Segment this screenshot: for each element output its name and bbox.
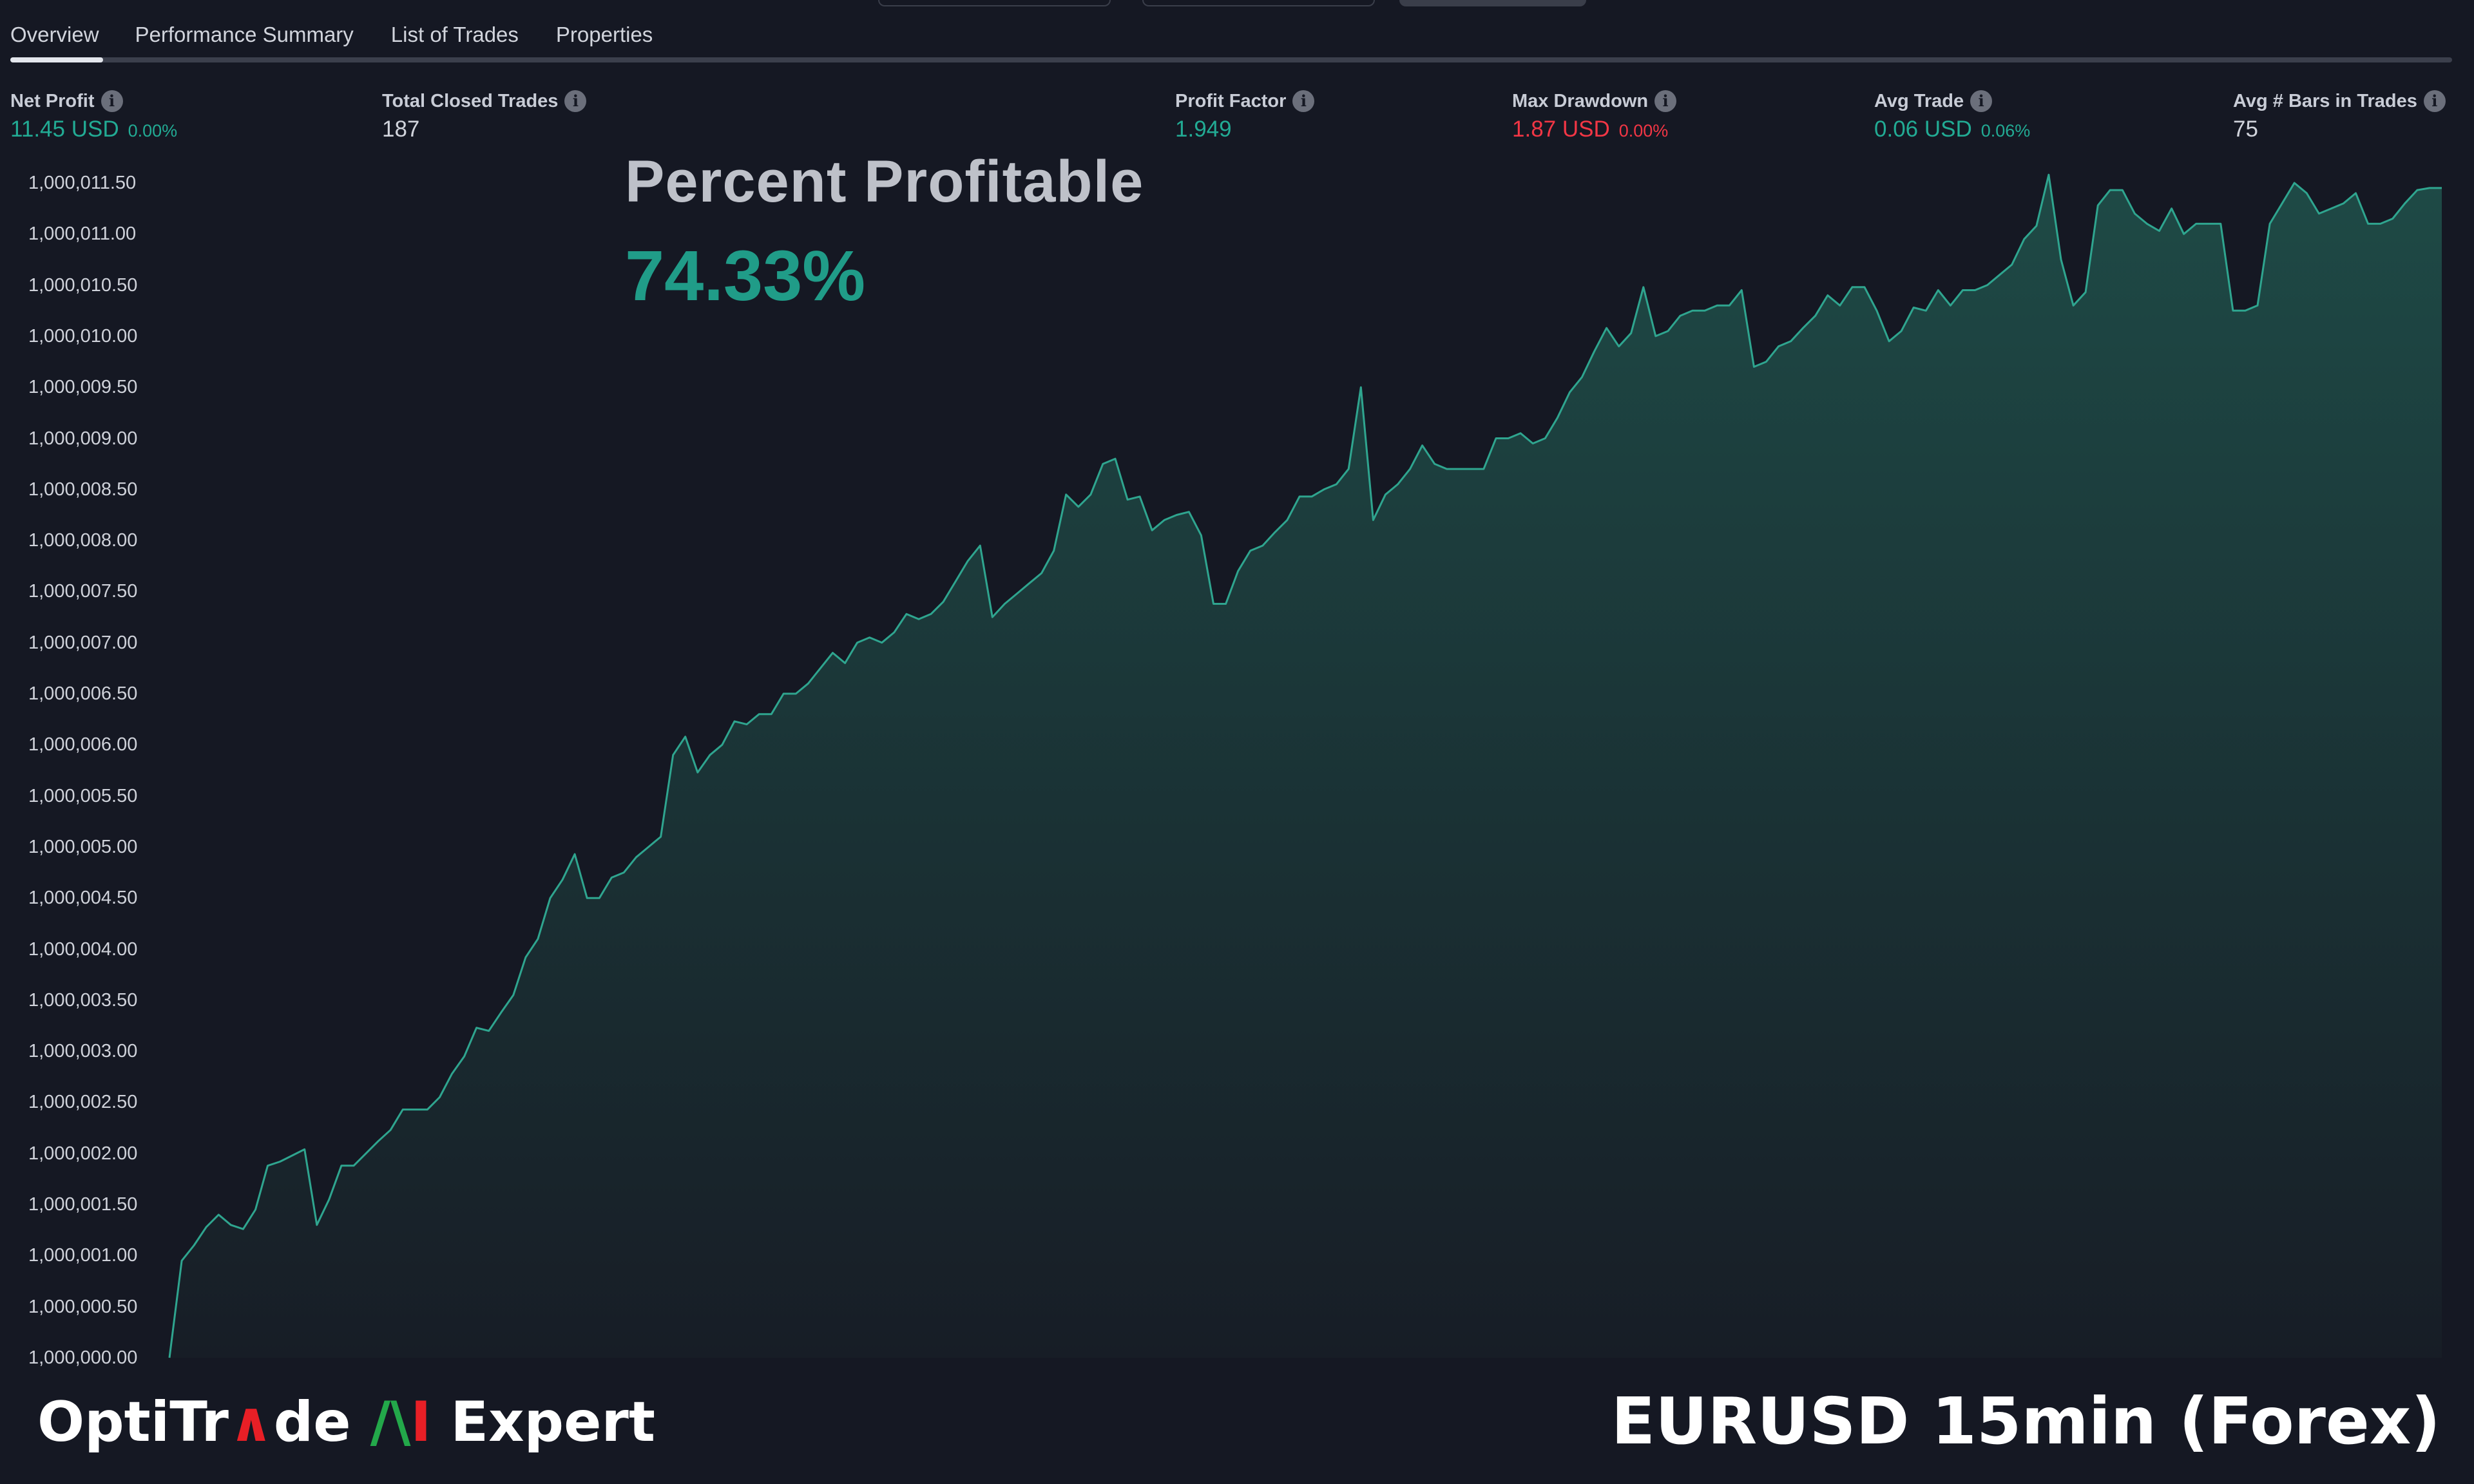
y-tick-label: 1,000,007.50 [28,581,138,602]
tab-track [10,57,2452,62]
metric-title: Max Drawdown [1512,91,1649,111]
equity-line [168,173,2442,1358]
metric-percent: 0.00% [1618,121,1669,140]
metric-profit-factor: Profit Factor i 1.949 [1175,89,1315,146]
brand-text-part: de [273,1390,370,1454]
info-icon[interactable]: i [2423,90,2446,112]
tab-bar: Overview Performance Summary List of Tra… [10,18,690,57]
metric-value: 0.06 USD [1874,117,1972,142]
metric-net-profit: Net Profit i 11.45 USD 0.00% [10,89,177,147]
y-tick-label: 1,000,007.00 [28,632,138,653]
brand-text-part: Expert [431,1390,655,1454]
y-tick-label: 1,000,003.50 [28,989,138,1011]
y-tick-label: 1,000,009.00 [28,428,138,449]
percent-profitable-title: Percent Profitable [625,149,1144,214]
tab-performance-summary[interactable]: Performance Summary [135,23,354,46]
metric-title: Profit Factor [1175,91,1287,111]
metric-value: 187 [382,117,420,142]
y-tick-label: 1,000,011.00 [28,224,137,245]
y-tick-label: 1,000,008.50 [28,479,138,500]
brand-logo: OptiTr∧de /\I Expert [37,1390,655,1454]
metric-avg-trade: Avg Trade i 0.06 USD 0.06% [1874,89,2030,147]
metric-max-drawdown: Max Drawdown i 1.87 USD 0.00% [1512,89,1677,147]
y-tick-label: 1,000,001.00 [28,1245,138,1266]
info-icon[interactable]: i [1292,90,1315,112]
y-tick-label: 1,000,011.50 [28,173,137,193]
info-icon[interactable]: i [1654,90,1677,112]
info-icon[interactable]: i [101,90,123,112]
brand-a-glyph: ∧ [228,1390,274,1454]
metric-percent: 0.06% [1980,121,2031,140]
metric-total-closed-trades: Total Closed Trades i 187 [382,89,587,146]
metric-avg-bars: Avg # Bars in Trades i 75 [2233,89,2446,146]
metric-value: 11.45 USD [10,117,119,142]
y-tick-label: 1,000,004.00 [28,938,138,960]
y-tick-label: 1,000,009.50 [28,377,138,398]
y-tick-label: 1,000,002.50 [28,1092,138,1113]
y-tick-label: 1,000,003.00 [28,1041,138,1062]
brand-ai-a-glyph: /\ [370,1390,411,1454]
y-tick-label: 1,000,008.00 [28,530,138,551]
info-icon[interactable]: i [564,90,587,112]
metric-title: Net Profit [10,91,95,111]
metric-value: 1.87 USD [1512,117,1610,142]
y-tick-label: 1,000,000.00 [28,1347,138,1368]
brand-text-part: OptiTr [37,1390,229,1454]
metric-title: Avg # Bars in Trades [2233,91,2417,111]
y-tick-label: 1,000,005.00 [28,836,138,857]
tab-properties[interactable]: Properties [555,23,653,46]
metric-title: Total Closed Trades [382,91,559,111]
y-tick-label: 1,000,002.00 [28,1143,138,1164]
y-tick-label: 1,000,001.50 [28,1194,138,1215]
metric-value: 1.949 [1175,117,1232,142]
tab-overview[interactable]: Overview [10,23,99,46]
equity-area [169,175,2442,1358]
y-tick-label: 1,000,004.50 [28,888,138,909]
symbol-label: EURUSD 15min (Forex) [1611,1384,2440,1459]
y-tick-label: 1,000,005.50 [28,785,138,806]
percent-profitable-value: 74.33% [625,236,866,316]
y-tick-label: 1,000,006.00 [28,734,138,756]
y-tick-label: 1,000,006.50 [28,683,138,705]
y-tick-label: 1,000,010.00 [28,325,138,347]
info-icon[interactable]: i [1970,90,1993,112]
brand-ai-i-glyph: I [410,1390,432,1454]
metric-title: Avg Trade [1874,91,1964,111]
metric-percent: 0.00% [128,121,178,140]
metric-value: 75 [2233,117,2258,142]
tab-list-of-trades[interactable]: List of Trades [390,23,519,46]
y-tick-label: 1,000,010.50 [28,274,138,296]
y-tick-label: 1,000,000.50 [28,1296,138,1317]
tab-active-indicator [10,57,103,62]
